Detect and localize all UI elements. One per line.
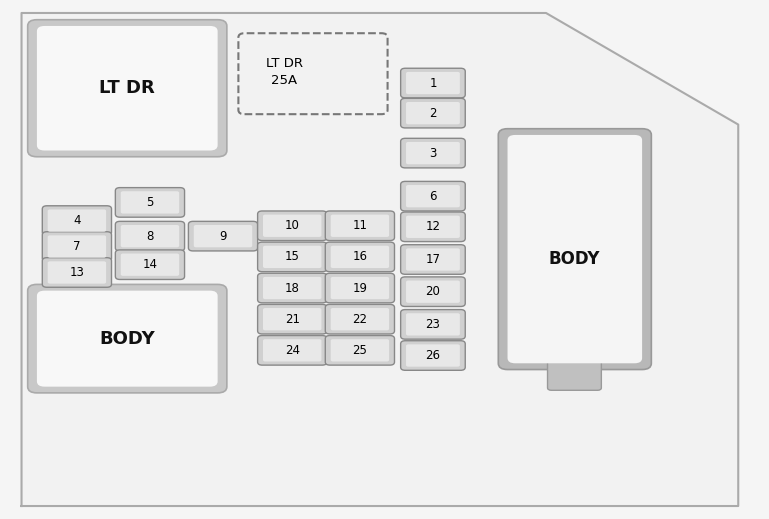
FancyBboxPatch shape	[325, 304, 394, 334]
FancyBboxPatch shape	[121, 191, 179, 214]
FancyBboxPatch shape	[331, 308, 389, 331]
FancyBboxPatch shape	[121, 254, 179, 276]
Text: 13: 13	[69, 266, 85, 279]
FancyBboxPatch shape	[48, 209, 106, 231]
Text: 17: 17	[425, 253, 441, 266]
Text: 18: 18	[285, 281, 300, 295]
Text: 4: 4	[73, 214, 81, 227]
FancyBboxPatch shape	[188, 221, 258, 251]
Text: 15: 15	[285, 250, 300, 264]
FancyBboxPatch shape	[263, 277, 321, 299]
Text: 5: 5	[146, 196, 154, 209]
FancyBboxPatch shape	[401, 341, 465, 371]
FancyBboxPatch shape	[263, 246, 321, 268]
FancyBboxPatch shape	[331, 246, 389, 268]
FancyBboxPatch shape	[28, 20, 227, 157]
Text: 6: 6	[429, 189, 437, 203]
FancyBboxPatch shape	[37, 291, 218, 387]
FancyBboxPatch shape	[401, 99, 465, 128]
Polygon shape	[22, 13, 738, 506]
FancyBboxPatch shape	[401, 138, 465, 168]
FancyBboxPatch shape	[401, 212, 465, 242]
Text: BODY: BODY	[549, 251, 600, 268]
FancyBboxPatch shape	[48, 262, 106, 283]
Text: 24: 24	[285, 344, 300, 357]
FancyBboxPatch shape	[406, 142, 460, 164]
Text: 23: 23	[425, 318, 441, 331]
FancyBboxPatch shape	[406, 280, 460, 303]
Text: LT DR: LT DR	[99, 79, 155, 97]
FancyBboxPatch shape	[401, 277, 465, 306]
FancyBboxPatch shape	[28, 284, 227, 393]
FancyBboxPatch shape	[42, 206, 112, 236]
Text: 16: 16	[352, 250, 368, 264]
FancyBboxPatch shape	[406, 345, 460, 366]
FancyBboxPatch shape	[115, 250, 185, 279]
FancyBboxPatch shape	[406, 102, 460, 124]
Text: 11: 11	[352, 219, 368, 233]
FancyBboxPatch shape	[325, 211, 394, 241]
FancyBboxPatch shape	[258, 242, 327, 272]
FancyBboxPatch shape	[406, 216, 460, 238]
FancyBboxPatch shape	[194, 225, 252, 247]
FancyBboxPatch shape	[258, 336, 327, 365]
Text: 7: 7	[73, 240, 81, 253]
Text: 2: 2	[429, 106, 437, 120]
FancyBboxPatch shape	[406, 72, 460, 94]
FancyBboxPatch shape	[258, 304, 327, 334]
Text: 1: 1	[429, 76, 437, 90]
Text: 21: 21	[285, 312, 300, 326]
Text: 20: 20	[425, 285, 441, 298]
Text: 25: 25	[352, 344, 368, 357]
FancyBboxPatch shape	[115, 187, 185, 217]
FancyBboxPatch shape	[325, 242, 394, 272]
FancyBboxPatch shape	[406, 313, 460, 336]
FancyBboxPatch shape	[406, 185, 460, 207]
FancyBboxPatch shape	[401, 68, 465, 98]
Text: 9: 9	[219, 229, 227, 243]
Text: 14: 14	[142, 258, 158, 271]
FancyBboxPatch shape	[548, 358, 601, 390]
FancyBboxPatch shape	[258, 211, 327, 241]
FancyBboxPatch shape	[406, 249, 460, 271]
FancyBboxPatch shape	[401, 309, 465, 339]
FancyBboxPatch shape	[325, 336, 394, 365]
Text: 8: 8	[146, 229, 154, 243]
Text: 12: 12	[425, 220, 441, 234]
Text: 22: 22	[352, 312, 368, 326]
FancyBboxPatch shape	[331, 339, 389, 361]
Text: BODY: BODY	[99, 330, 155, 348]
Text: 19: 19	[352, 281, 368, 295]
FancyBboxPatch shape	[331, 277, 389, 299]
FancyBboxPatch shape	[263, 308, 321, 331]
FancyBboxPatch shape	[498, 129, 651, 370]
FancyBboxPatch shape	[37, 26, 218, 151]
Text: 3: 3	[429, 146, 437, 160]
Text: LT DR
25A: LT DR 25A	[266, 57, 303, 87]
FancyBboxPatch shape	[508, 135, 642, 363]
FancyBboxPatch shape	[115, 221, 185, 251]
FancyBboxPatch shape	[121, 225, 179, 247]
FancyBboxPatch shape	[325, 273, 394, 303]
FancyBboxPatch shape	[401, 181, 465, 211]
FancyBboxPatch shape	[258, 273, 327, 303]
FancyBboxPatch shape	[42, 231, 112, 261]
Text: 10: 10	[285, 219, 300, 233]
Text: 26: 26	[425, 349, 441, 362]
FancyBboxPatch shape	[401, 245, 465, 274]
FancyBboxPatch shape	[48, 235, 106, 257]
FancyBboxPatch shape	[42, 258, 112, 288]
FancyBboxPatch shape	[263, 339, 321, 361]
FancyBboxPatch shape	[331, 215, 389, 237]
FancyBboxPatch shape	[263, 215, 321, 237]
